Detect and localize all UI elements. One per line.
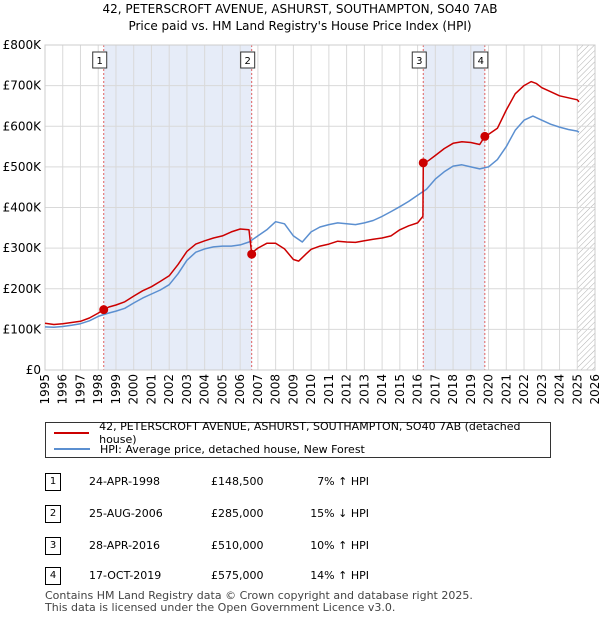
x-tick-label: 2014: [375, 374, 389, 405]
property-price-line: [44, 80, 580, 326]
sale-marker-label: 3: [416, 56, 422, 67]
sale-hpi-change: 10% ↑ HPI: [310, 539, 369, 552]
price-chart: 42, PETERSCROFT AVENUE, ASHURST, SOUTHAM…: [3, 2, 600, 405]
legend-property-swatch: [54, 432, 90, 434]
y-tick-label: £400K: [3, 201, 43, 215]
legend-hpi-swatch: [54, 448, 90, 450]
x-tick-label: 1998: [91, 374, 105, 405]
sale-marker-box: [473, 51, 489, 69]
sale-price: £148,500: [211, 475, 264, 488]
x-tick-label: 2023: [535, 374, 549, 405]
sale-number-badge: 1: [45, 473, 61, 491]
y-tick-label: £500K: [3, 160, 43, 174]
sale-price: £510,000: [211, 539, 264, 552]
sale-marker-label: 4: [478, 56, 484, 67]
sale-row: 3 28-APR-2016 £510,000 10% ↑ HPI: [45, 537, 445, 557]
x-tick-label: 1997: [73, 374, 87, 405]
sale-marker-box: [240, 51, 256, 69]
legend-item-property: 42, PETERSCROFT AVENUE, ASHURST, SOUTHAM…: [54, 420, 550, 446]
sale-marker-box: [92, 51, 108, 69]
sale-marker-label: 1: [97, 56, 103, 67]
sale-point: [418, 158, 428, 168]
sale-row: 1 24-APR-1998 £148,500 7% ↑ HPI: [45, 473, 445, 493]
x-tick-label: 2020: [482, 374, 496, 405]
x-tick-label: 2002: [162, 374, 176, 405]
x-tick-label: 2016: [411, 374, 425, 405]
x-tick-label: 1996: [56, 374, 70, 405]
sale-point: [99, 305, 109, 315]
hpi-line: [44, 115, 580, 329]
x-tick-label: 2022: [517, 374, 531, 405]
x-tick-label: 2019: [464, 374, 478, 405]
x-tick-label: 2013: [357, 374, 371, 405]
y-tick-label: £300K: [3, 241, 43, 255]
sale-marker-box: [411, 51, 427, 69]
sale-marker-label: 2: [245, 56, 251, 67]
sale-date: 24-APR-1998: [89, 475, 161, 488]
x-tick-label: 2024: [553, 374, 567, 405]
x-tick-label: 2010: [304, 374, 318, 405]
sale-date: 25-AUG-2006: [89, 507, 163, 520]
plot-border: [44, 44, 596, 371]
sale-date: 28-APR-2016: [89, 539, 161, 552]
sale-number-badge: 3: [45, 537, 61, 555]
legend-hpi-label: HPI: Average price, detached house, New …: [100, 442, 365, 456]
legend-item-hpi: HPI: Average price, detached house, New …: [54, 441, 365, 457]
sale-number-badge: 2: [45, 505, 61, 523]
y-tick-label: £100K: [3, 322, 43, 336]
y-tick-label: £600K: [3, 119, 43, 133]
footer-line-1: Contains HM Land Registry data © Crown c…: [45, 589, 473, 602]
x-tick-label: 1999: [109, 374, 123, 405]
sale-point: [247, 249, 257, 259]
sale-number-badge: 4: [45, 567, 61, 585]
sale-date: 17-OCT-2019: [89, 569, 162, 582]
y-tick-label: £0: [26, 363, 41, 377]
x-tick-label: 2000: [127, 374, 141, 405]
sale-price: £575,000: [211, 569, 264, 582]
x-tick-label: 2005: [215, 374, 229, 405]
sale-row: 2 25-AUG-2006 £285,000 15% ↓ HPI: [45, 505, 445, 525]
legend: 42, PETERSCROFT AVENUE, ASHURST, SOUTHAM…: [45, 420, 551, 458]
x-tick-label: 2026: [588, 374, 600, 405]
x-tick-label: 2018: [446, 374, 460, 405]
sale-row: 4 17-OCT-2019 £575,000 14% ↑ HPI: [45, 567, 445, 587]
x-tick-label: 2021: [499, 374, 513, 405]
x-tick-label: 2015: [393, 374, 407, 405]
chart-title: 42, PETERSCROFT AVENUE, ASHURST, SOUTHAM…: [103, 2, 498, 16]
y-tick-label: £700K: [3, 79, 43, 93]
x-tick-label: 2004: [198, 374, 212, 405]
x-tick-label: 2011: [322, 374, 336, 405]
y-tick-label: £200K: [3, 282, 43, 296]
x-tick-label: 2009: [286, 374, 300, 405]
x-tick-label: 2007: [251, 374, 265, 405]
sale-price: £285,000: [211, 507, 264, 520]
sale-hpi-change: 15% ↓ HPI: [310, 507, 369, 520]
x-tick-label: 1995: [38, 374, 52, 405]
x-tick-label: 2012: [340, 374, 354, 405]
sale-hpi-change: 7% ↑ HPI: [317, 475, 369, 488]
x-tick-label: 2017: [428, 374, 442, 405]
x-tick-label: 2001: [144, 374, 158, 405]
y-tick-label: £800K: [3, 38, 43, 52]
footer-attribution: Contains HM Land Registry data © Crown c…: [45, 590, 473, 614]
legend-property-label: 42, PETERSCROFT AVENUE, ASHURST, SOUTHAM…: [99, 420, 521, 446]
x-tick-label: 2008: [269, 374, 283, 405]
sale-hpi-change: 14% ↑ HPI: [310, 569, 369, 582]
footer-line-2: This data is licensed under the Open Gov…: [45, 601, 396, 614]
x-tick-label: 2025: [570, 374, 584, 405]
x-tick-label: 2003: [180, 374, 194, 405]
sale-point: [480, 131, 490, 141]
x-tick-label: 2006: [233, 374, 247, 405]
chart-subtitle: Price paid vs. HM Land Registry's House …: [128, 19, 471, 33]
